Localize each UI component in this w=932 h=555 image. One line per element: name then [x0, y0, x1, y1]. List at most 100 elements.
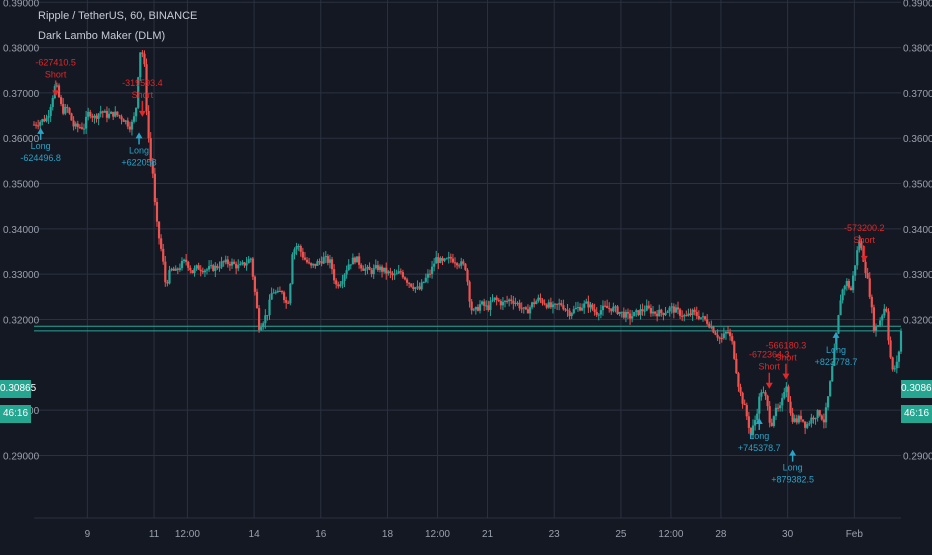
signal-markers: -627410.5 Short Long -624496.8 -319593.4 Shor… [20, 57, 884, 484]
candle-body [631, 316, 634, 319]
x-tick-label: Feb [846, 529, 864, 540]
y-tick-label: 0.29000 [3, 451, 40, 462]
candle-body [343, 274, 346, 281]
x-tick-label: 12:00 [658, 529, 683, 540]
candle-body [274, 292, 277, 294]
candle-body [591, 304, 594, 310]
candle-body [618, 311, 621, 315]
candle-body [393, 274, 396, 276]
candle-body [130, 121, 134, 130]
candle-body [70, 113, 73, 121]
candle-body [672, 306, 675, 313]
y-tick-label: 0.32000 [3, 316, 40, 327]
candle-body [829, 381, 832, 397]
candle-body [374, 265, 377, 269]
indicator-title[interactable]: Dark Lambo Maker (DLM) [38, 30, 166, 42]
candle-body [82, 128, 86, 130]
long-signal: Long +823778.7 [815, 331, 857, 367]
candle-body [449, 256, 452, 259]
candle-body [881, 315, 884, 321]
candle-body [337, 284, 340, 287]
candle-body [360, 264, 363, 269]
candle-body [608, 308, 611, 310]
candles [32, 50, 903, 440]
candle-body [683, 315, 686, 317]
candle-body [397, 271, 400, 274]
candle-body [430, 266, 434, 275]
signal-value: -566180.3 [766, 341, 807, 351]
candle-body [818, 410, 821, 416]
candle-body [95, 115, 98, 119]
long-signal: Long -624496.8 [20, 127, 61, 163]
candle-body [149, 138, 152, 162]
candle-body [876, 325, 880, 327]
candle-body [639, 309, 642, 316]
candle-body [189, 267, 192, 271]
candle-body [641, 309, 644, 312]
candle-body [410, 283, 413, 287]
candle-body [314, 263, 317, 266]
candle-body [476, 307, 480, 311]
candle-body [560, 303, 563, 306]
candle-body [797, 415, 800, 423]
candle-body [533, 302, 536, 305]
candle-body [145, 64, 148, 111]
candle-body [581, 307, 584, 311]
candle-body [485, 305, 488, 307]
candle-body [162, 248, 165, 262]
signal-value: -627410.5 [35, 57, 76, 67]
candle-body [470, 301, 473, 311]
candle-body [324, 256, 327, 258]
candle-body [785, 386, 788, 392]
candle-body [193, 268, 196, 274]
candle-body [191, 270, 194, 274]
candle-body [316, 261, 319, 266]
candle-body [212, 265, 215, 271]
candle-body [839, 300, 842, 316]
candle-body [132, 116, 136, 122]
signal-value: +879382.5 [771, 475, 814, 485]
candle-body [866, 273, 869, 279]
candle-body [326, 256, 329, 263]
candle-body [391, 272, 394, 276]
candle-body [660, 309, 663, 313]
candle-body [418, 286, 421, 290]
candle-body [239, 263, 242, 266]
candle-body [301, 251, 304, 258]
candle-body [235, 263, 238, 269]
candle-body [645, 305, 648, 311]
long-signal: Long +622058 [121, 132, 157, 167]
candle-body [870, 296, 873, 308]
x-tick-label: 16 [315, 529, 327, 540]
candle-body [422, 281, 425, 283]
candle-body [139, 52, 142, 78]
candle-body [143, 53, 146, 65]
candle-body [224, 259, 227, 263]
candle-body [810, 417, 813, 424]
y-axis: 0.39000 0.39000 0.38000 0.38000 0.37000 0.370… [3, 0, 932, 462]
candle-body [297, 246, 300, 248]
x-tick-label: 11 [149, 529, 160, 540]
candle-body [751, 425, 755, 436]
candle-body [112, 111, 115, 117]
candle-body [447, 256, 450, 259]
long-signal: Long +745378.7 [738, 417, 781, 453]
candle-body [466, 269, 469, 282]
candle-body [347, 264, 350, 271]
candle-body [520, 308, 523, 310]
candle-body [545, 304, 548, 308]
signal-value: +745378.7 [738, 443, 781, 453]
candle-body [768, 406, 771, 423]
candle-body [612, 306, 615, 312]
candle-body [291, 254, 294, 284]
candle-body [137, 77, 140, 108]
candle-body [358, 256, 361, 265]
candle-body [501, 301, 505, 306]
candle-body [443, 258, 446, 261]
candle-body [697, 315, 700, 319]
candle-body [787, 386, 790, 402]
candle-body [135, 107, 138, 117]
candle-body [668, 307, 671, 312]
candle-body [849, 287, 853, 291]
